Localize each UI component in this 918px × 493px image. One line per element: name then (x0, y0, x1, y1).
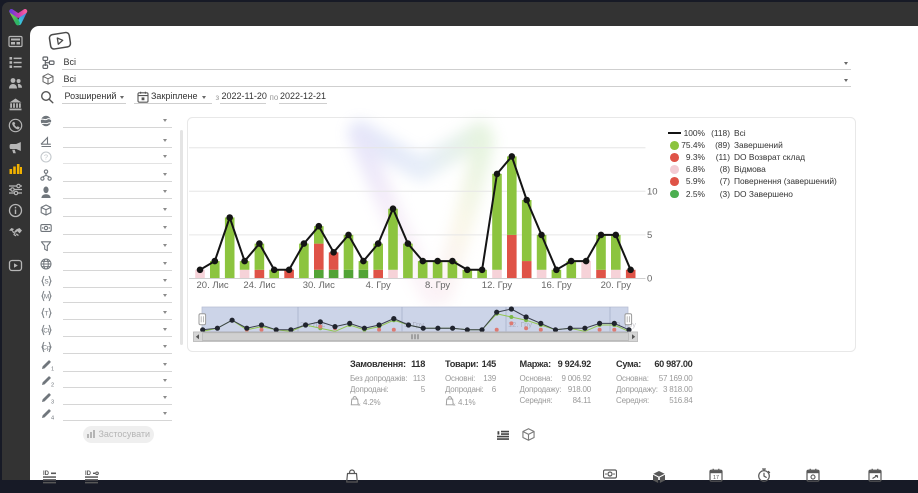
svg-text:S: S (44, 278, 48, 285)
svg-text:12. Гру: 12. Гру (508, 320, 532, 329)
svg-text:T: T (45, 311, 49, 318)
svg-text:17: 17 (713, 475, 719, 481)
svg-text:24. Лис: 24. Лис (243, 280, 275, 291)
svg-text:Ct: Ct (43, 327, 50, 334)
svg-text:4: 4 (51, 416, 54, 421)
svg-text:20. Лис: 20. Лис (197, 280, 229, 291)
svg-text:0: 0 (647, 274, 652, 285)
svg-text:19. Гру: 19. Гру (612, 320, 636, 329)
svg-text:x: x (358, 402, 361, 406)
svg-text:3: 3 (51, 399, 54, 404)
svg-text:ID: ID (85, 471, 92, 477)
svg-text:28. Лис: 28. Лис (300, 320, 326, 329)
svg-text:x: x (453, 402, 456, 406)
svg-text:4. Гру: 4. Гру (366, 280, 391, 291)
svg-text:2: 2 (51, 383, 54, 388)
svg-text:8. Гру: 8. Гру (425, 280, 450, 291)
svg-text:5: 5 (647, 230, 652, 241)
svg-text:30. Лис: 30. Лис (303, 280, 335, 291)
svg-text:M: M (44, 293, 49, 300)
svg-text:Cp: Cp (42, 344, 51, 351)
svg-text:5. Гру: 5. Гру (404, 320, 424, 329)
svg-text:1: 1 (51, 367, 54, 372)
svg-text:?: ? (44, 153, 48, 162)
svg-text:10: 10 (647, 186, 658, 197)
svg-text:12. Гру: 12. Гру (482, 280, 513, 291)
svg-text:ID: ID (43, 471, 50, 477)
svg-text:16. Гру: 16. Гру (541, 280, 572, 291)
svg-text:20. Гру: 20. Гру (601, 280, 632, 291)
